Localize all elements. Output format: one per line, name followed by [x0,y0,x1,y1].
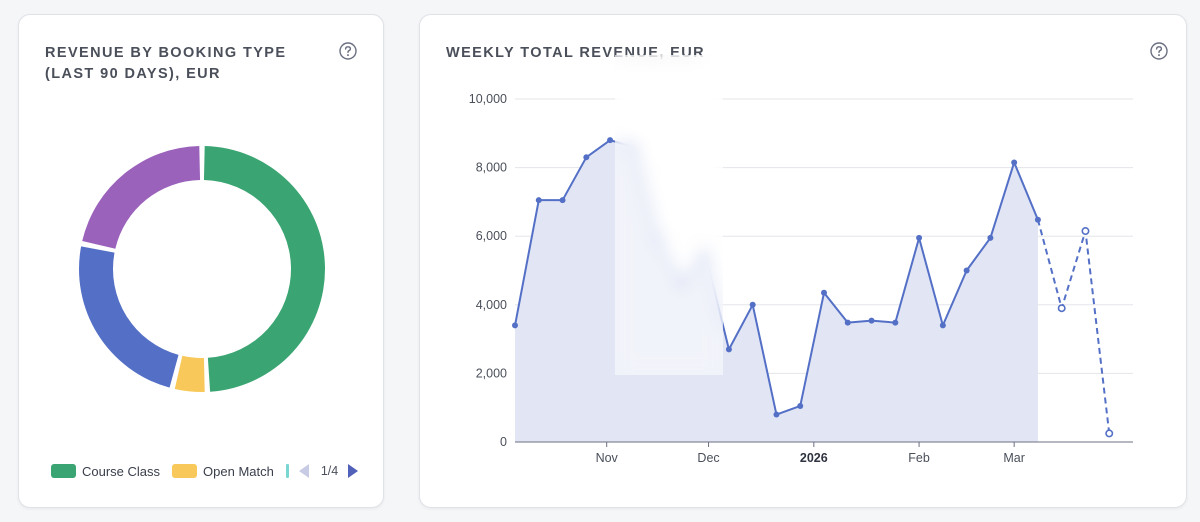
donut-slice [174,355,205,392]
y-tick-label: 0 [500,435,507,449]
data-point [892,319,899,326]
donut-chart [78,146,326,392]
legend-label: Course Class [82,463,161,479]
weekly-revenue-chart: 0 2,000 4,000 6,000 8,000 10,000 Nov Dec 2026 Feb… [469,92,1133,465]
data-point-forecast [1057,304,1066,313]
x-tick-label: 2026 [800,451,828,465]
weekly-revenue-card: WEEKLY TOTAL REVENUE, EUR 0 2,000 4,000 6,0… [419,14,1187,508]
data-point [987,234,994,241]
data-point [773,411,780,418]
data-point [821,289,827,296]
data-point [583,154,590,161]
legend-next-arrow-icon[interactable] [348,464,359,478]
legend-prev-arrow-icon[interactable] [298,464,309,478]
data-point [607,137,614,144]
x-tick-label: Feb [908,451,930,465]
x-tick-label: Mar [1003,451,1025,465]
y-tick-label: 10,000 [469,92,507,106]
donut-legend: Course Class Open Match 1/4 [51,462,359,480]
legend-item-course-class[interactable]: Course Class [51,464,160,479]
data-point [844,319,851,326]
data-point [749,301,756,308]
legend-label: Open Match [203,463,274,479]
x-tick-label: Dec [697,451,719,465]
data-point [868,317,875,324]
data-point-forecast [1105,429,1114,438]
y-tick-label: 6,000 [476,229,507,243]
legend-swatch-partial [285,464,289,478]
revenue-by-type-title: REVENUE BY BOOKING TYPE (LAST 90 DAYS), … [45,45,287,82]
legend-item-open-match[interactable]: Open Match [172,464,274,479]
data-point [725,346,732,353]
y-tick-label: 2,000 [476,366,507,380]
data-point [1011,159,1018,166]
x-tick-label: Nov [596,451,619,465]
donut-slice [82,146,201,249]
legend-page-indicator: 1/4 [320,464,339,478]
data-point [939,322,946,329]
data-point-forecast [1081,227,1090,236]
data-point [512,322,518,329]
area-fill [515,140,1038,442]
legend-pager: 1/4 [298,464,359,478]
donut-slice [78,246,179,388]
data-point [1034,216,1041,223]
y-tick-label: 8,000 [476,161,507,175]
series-line-forecast [1036,219,1111,434]
revenue-by-type-card: REVENUE BY BOOKING TYPE (LAST 90 DAYS), … [18,14,384,508]
data-point [559,197,566,204]
donut-slice [203,146,326,392]
data-point [963,267,970,274]
data-point [916,234,923,241]
data-point [535,197,542,204]
question-circle-icon[interactable] [339,42,357,60]
legend-swatch [172,464,198,478]
blurred-region [615,55,723,375]
y-tick-label: 4,000 [476,298,507,312]
question-circle-icon[interactable] [1150,42,1168,60]
data-point [797,402,804,409]
legend-swatch [51,464,76,478]
